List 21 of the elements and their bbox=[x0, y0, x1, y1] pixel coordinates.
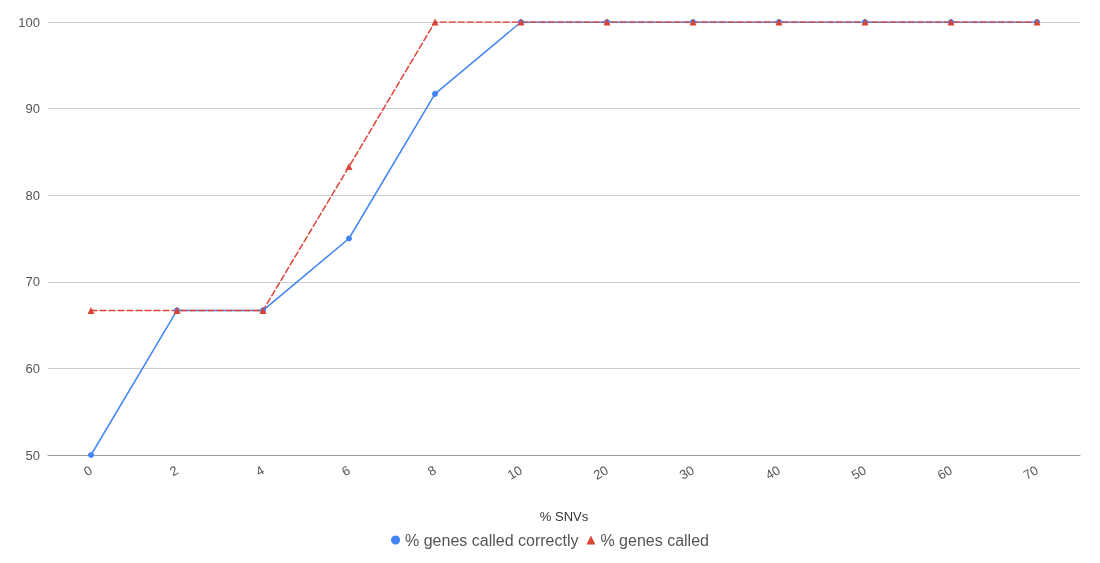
y-tick-label: 50 bbox=[25, 447, 40, 463]
x-tick-label: 10 bbox=[504, 462, 525, 483]
y-tick-label: 80 bbox=[25, 187, 40, 203]
x-tick-label: 30 bbox=[676, 462, 697, 483]
legend-label: % genes called bbox=[600, 531, 709, 549]
x-tick-label: 40 bbox=[762, 462, 783, 483]
x-tick-label: 6 bbox=[338, 462, 353, 480]
x-tick-label: 0 bbox=[80, 462, 95, 480]
x-tick-label: 70 bbox=[1020, 462, 1041, 483]
x-tick-label: 20 bbox=[590, 462, 611, 483]
x-tick-label: 2 bbox=[166, 462, 181, 480]
x-tick-label: 60 bbox=[934, 462, 955, 483]
x-tick-label: 8 bbox=[424, 462, 439, 480]
y-tick-label: 60 bbox=[25, 360, 40, 376]
y-tick-label: 70 bbox=[25, 274, 40, 290]
x-axis-title: % SNVs bbox=[539, 509, 589, 524]
x-tick-label: 4 bbox=[252, 462, 267, 480]
y-tick-label: 90 bbox=[25, 101, 40, 117]
x-tick-label: 50 bbox=[848, 462, 869, 483]
y-tick-label: 100 bbox=[18, 14, 40, 30]
legend-label: % genes called correctly bbox=[405, 531, 579, 549]
